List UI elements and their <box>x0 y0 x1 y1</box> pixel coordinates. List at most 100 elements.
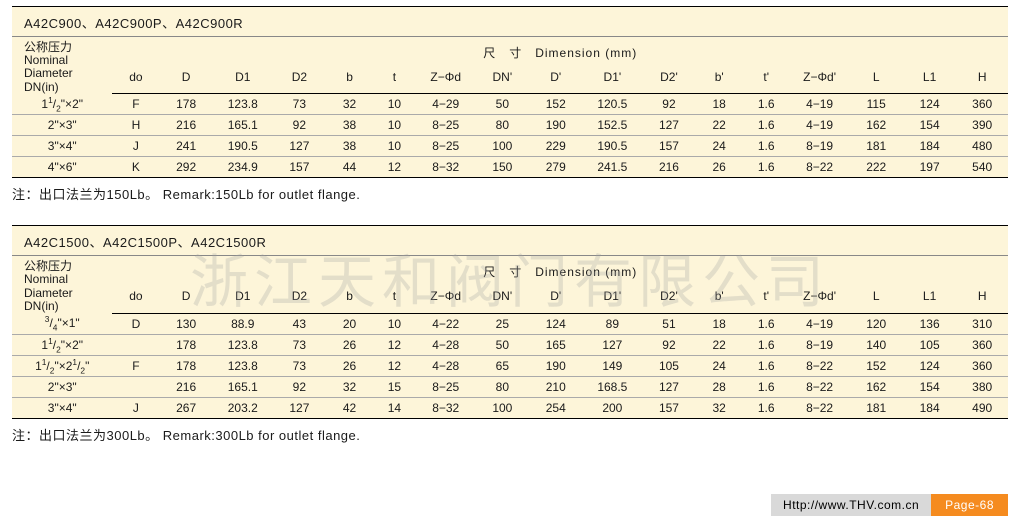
data-cell: 73 <box>273 334 326 355</box>
col-header: D2 <box>273 284 326 313</box>
table-row: 2"×3"H216165.19238108−2580190152.5127221… <box>12 115 1008 136</box>
data-cell: 540 <box>956 157 1008 178</box>
footer-page-badge: Page-68 <box>931 494 1008 516</box>
dn-cell: 11/2"×21/2" <box>12 355 112 376</box>
col-header: do <box>112 64 159 93</box>
data-cell: 124 <box>903 94 956 115</box>
data-cell: 127 <box>642 376 695 397</box>
data-cell <box>112 334 159 355</box>
table1-title: A42C900、A42C900P、A42C900R <box>12 7 1008 37</box>
data-cell: 100 <box>476 136 529 157</box>
data-cell: 178 <box>159 355 212 376</box>
col-header: b' <box>696 64 743 93</box>
table-row: 3"×4"J267203.212742148−32100254200157321… <box>12 397 1008 418</box>
dn-header: 公称压力 Nominal Diameter DN(in) <box>12 256 112 313</box>
data-cell: J <box>112 136 159 157</box>
data-cell: 12 <box>373 334 416 355</box>
dn-header: 公称压力 Nominal Diameter DN(in) <box>12 37 112 94</box>
data-cell: 100 <box>476 397 529 418</box>
data-cell: 267 <box>159 397 212 418</box>
col-header: b <box>326 284 373 313</box>
data-cell: 480 <box>956 136 1008 157</box>
col-header: D <box>159 64 212 93</box>
data-cell: 92 <box>642 94 695 115</box>
data-cell: 38 <box>326 136 373 157</box>
data-cell: 4−19 <box>790 313 850 334</box>
data-cell: 127 <box>642 115 695 136</box>
data-cell: K <box>112 157 159 178</box>
dn-cell: 3/4"×1" <box>12 313 112 334</box>
data-cell: 92 <box>273 115 326 136</box>
data-cell: 157 <box>273 157 326 178</box>
col-header: Z−Φd <box>416 64 476 93</box>
dn-cell: 2"×3" <box>12 376 112 397</box>
data-cell: 8−19 <box>790 334 850 355</box>
data-cell: 360 <box>956 94 1008 115</box>
data-cell: 150 <box>476 157 529 178</box>
data-cell: 165.1 <box>213 115 273 136</box>
data-cell: 130 <box>159 313 212 334</box>
data-cell: 50 <box>476 94 529 115</box>
data-cell: 115 <box>850 94 903 115</box>
data-cell: 4−22 <box>416 313 476 334</box>
data-cell: 197 <box>903 157 956 178</box>
data-cell: 65 <box>476 355 529 376</box>
col-header: L1 <box>903 64 956 93</box>
data-cell: 38 <box>326 115 373 136</box>
table-row: 11/2"×21/2"F178123.87326124−286519014910… <box>12 355 1008 376</box>
data-cell: 51 <box>642 313 695 334</box>
data-cell: 241.5 <box>582 157 642 178</box>
data-cell: 4−28 <box>416 334 476 355</box>
data-cell: 127 <box>582 334 642 355</box>
col-header: D1 <box>213 284 273 313</box>
col-header: Z−Φd' <box>790 64 850 93</box>
dn-h-l4: DN(in) <box>24 300 112 313</box>
data-cell: 8−25 <box>416 376 476 397</box>
col-header: D1' <box>582 284 642 313</box>
data-cell: 43 <box>273 313 326 334</box>
col-header: L1 <box>903 284 956 313</box>
data-cell: 152 <box>850 355 903 376</box>
data-cell: F <box>112 355 159 376</box>
data-cell: 127 <box>273 397 326 418</box>
data-cell: 22 <box>696 334 743 355</box>
col-header: H <box>956 64 1008 93</box>
dn-cell: 3"×4" <box>12 397 112 418</box>
data-cell: 44 <box>326 157 373 178</box>
data-cell: 8−25 <box>416 136 476 157</box>
data-cell: 105 <box>903 334 956 355</box>
col-header: b' <box>696 284 743 313</box>
data-cell: 181 <box>850 136 903 157</box>
col-header: D' <box>529 64 582 93</box>
data-cell: 26 <box>696 157 743 178</box>
data-cell: 190 <box>529 355 582 376</box>
data-cell: 165.1 <box>213 376 273 397</box>
data-cell: 360 <box>956 355 1008 376</box>
data-cell: 4−28 <box>416 355 476 376</box>
data-cell: 292 <box>159 157 212 178</box>
data-cell: 229 <box>529 136 582 157</box>
data-cell: 32 <box>326 94 373 115</box>
table2-title: A42C1500、A42C1500P、A42C1500R <box>12 226 1008 256</box>
data-cell: 216 <box>159 376 212 397</box>
table2: 公称压力 Nominal Diameter DN(in) 尺 寸 Dimensi… <box>12 256 1008 418</box>
data-cell: 254 <box>529 397 582 418</box>
col-header: DN' <box>476 64 529 93</box>
data-cell: 123.8 <box>213 334 273 355</box>
data-cell: 127 <box>273 136 326 157</box>
data-cell: 310 <box>956 313 1008 334</box>
data-cell: 120.5 <box>582 94 642 115</box>
data-cell: 28 <box>696 376 743 397</box>
dn-h-l2: Nominal <box>24 273 112 286</box>
data-cell: 149 <box>582 355 642 376</box>
col-header: D2' <box>642 64 695 93</box>
col-header: D <box>159 284 212 313</box>
data-cell: 92 <box>273 376 326 397</box>
data-cell: 10 <box>373 313 416 334</box>
col-header: D' <box>529 284 582 313</box>
data-cell: 184 <box>903 136 956 157</box>
col-header: do <box>112 284 159 313</box>
data-cell: 10 <box>373 136 416 157</box>
col-header: t <box>373 64 416 93</box>
data-cell: 200 <box>582 397 642 418</box>
